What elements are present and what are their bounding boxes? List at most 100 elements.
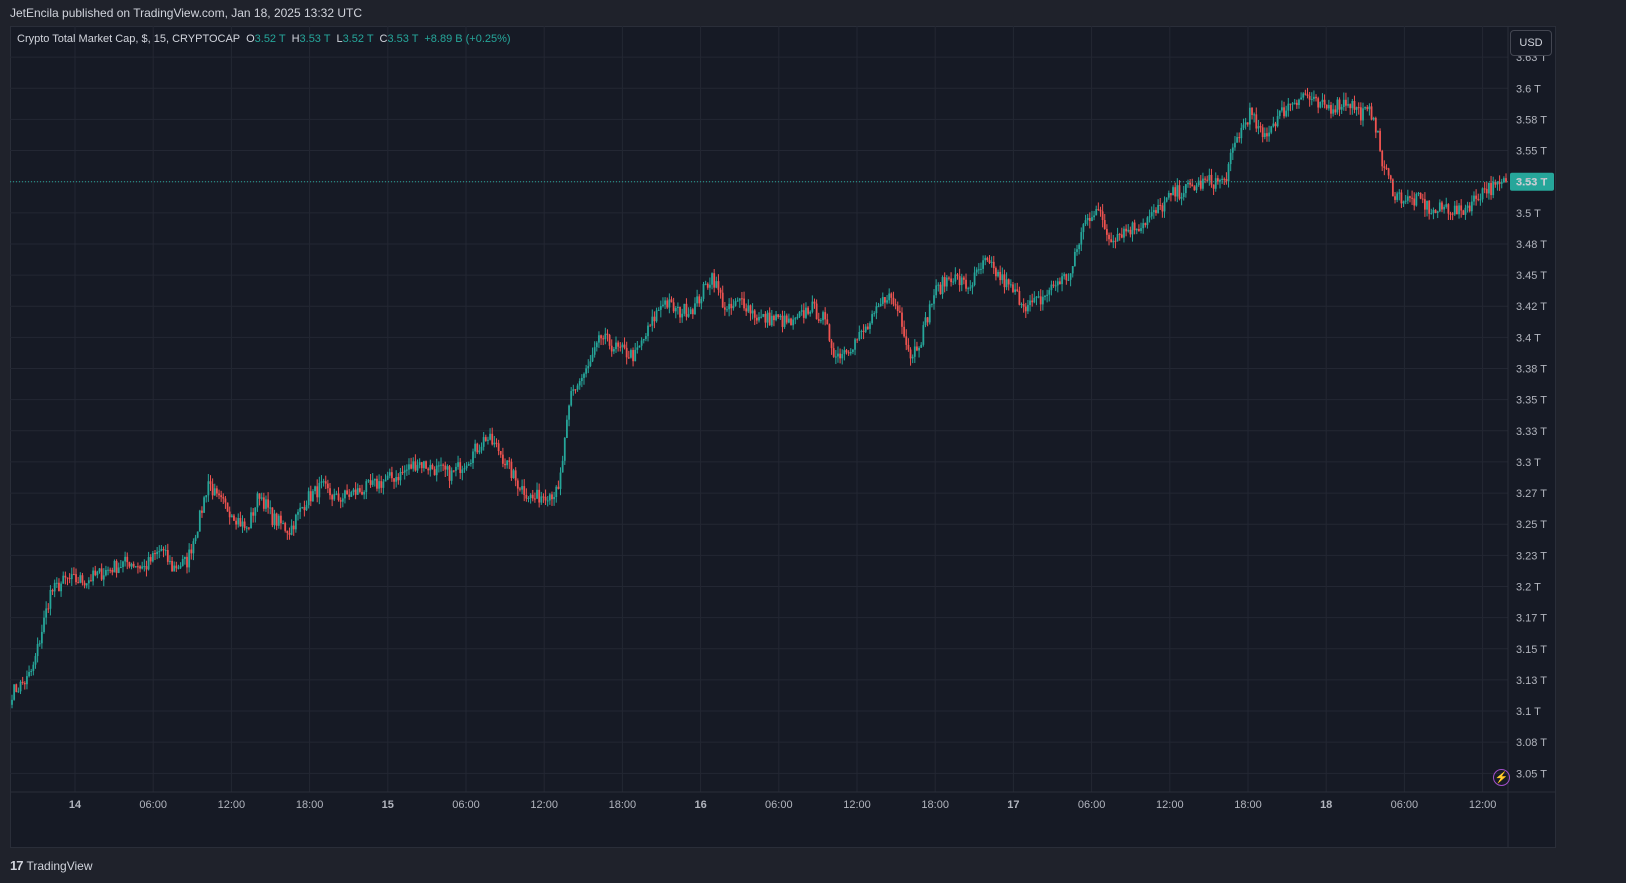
candle-body [749,305,752,314]
candle-body [568,405,570,420]
candle-body [243,521,246,528]
candle-body [239,518,242,527]
candle-body [542,496,545,498]
candle-body [777,314,780,318]
candle-body [640,340,643,346]
candle-body [1347,104,1349,106]
candle-body [444,465,447,470]
candle-body [612,349,615,352]
candle-body [60,583,62,592]
candle-body [211,483,214,496]
candle-body [254,507,257,516]
candle-body [736,300,739,302]
candle-body [519,488,521,490]
candle-body [207,481,210,496]
candle-body [1502,178,1505,183]
candle-body [1189,182,1192,185]
candle-body [164,550,167,552]
x-tick-label: 18:00 [296,799,324,811]
candle-body [1283,107,1285,117]
candle-body [113,560,116,573]
candle-body [1155,210,1157,213]
candle-body [354,489,357,495]
candle-body [1302,93,1305,98]
candle-body [1078,244,1081,250]
candle-body [318,482,321,498]
candle-body [1340,106,1343,110]
candle-body [1167,192,1170,198]
candle-body [429,464,432,471]
candle-body [1091,217,1093,222]
candle-body [435,465,438,476]
candle-body [51,589,54,592]
candle-body [930,303,933,305]
y-tick-label: 3.58 T [1516,114,1547,126]
candle-body [1409,196,1411,198]
candle-body [177,567,180,569]
candle-body [1310,98,1313,100]
candle-body [683,303,686,314]
candle-body [45,608,48,618]
candle-body [858,331,861,340]
y-tick-label: 3.53 T [1516,177,1547,189]
candle-body [384,479,387,482]
candle-body [704,283,707,285]
candle-body [672,302,675,312]
candle-body [433,469,436,476]
candle-body [1293,102,1296,104]
candle-body [316,486,319,498]
lightning-icon[interactable]: ⚡ [1493,769,1510,786]
candle-body [627,357,630,359]
candle-body [17,691,20,693]
candle-body [525,494,528,499]
candle-body [986,257,989,261]
candle-body [459,462,462,474]
candle-body [1088,217,1091,222]
candle-body [950,278,952,283]
x-tick-label: 18:00 [1234,799,1262,811]
candle-body [222,497,225,499]
currency-button[interactable]: USD [1510,30,1552,56]
y-tick-label: 3.48 T [1516,239,1547,251]
candle-body [824,312,827,320]
candle-body [764,314,767,323]
candle-body [702,283,705,299]
candle-body [220,495,223,498]
candle-body [1110,239,1113,243]
candle-body [151,553,154,562]
candle-body [1174,187,1177,197]
candle-body [992,261,995,269]
tradingview-logo[interactable]: 17 TradingView [10,858,93,873]
tv-logo-icon: 17 [10,858,24,873]
candle-body [324,481,327,484]
candle-body [124,556,127,562]
candle-body [1298,99,1300,106]
candle-body [852,349,854,352]
candle-body [130,563,133,567]
y-tick-label: 3.05 T [1516,768,1547,780]
candle-body [770,315,773,326]
candle-body [898,311,901,313]
candle-body [297,511,299,515]
candle-body [476,443,479,453]
candle-body [1423,199,1426,210]
candle-body [43,617,45,632]
candle-body [600,335,602,339]
candle-body [1076,249,1078,252]
candle-body [689,309,692,315]
candle-body [730,303,733,309]
candle-body [1498,182,1501,184]
candle-body [668,299,671,308]
candle-body [595,342,598,348]
candle-body [196,531,199,538]
candle-body [785,315,788,323]
candle-body [1244,122,1247,125]
candle-body [1266,133,1268,137]
candle-body [446,466,449,470]
candle-body [209,481,212,484]
price-chart[interactable]: 3.53 T 3.63 T3.6 T3.58 T3.55 T3.53 T3.5 … [10,26,1556,848]
candle-body [28,671,30,677]
candle-body [158,551,161,553]
candle-body [1012,284,1014,292]
candle-body [1208,174,1211,181]
